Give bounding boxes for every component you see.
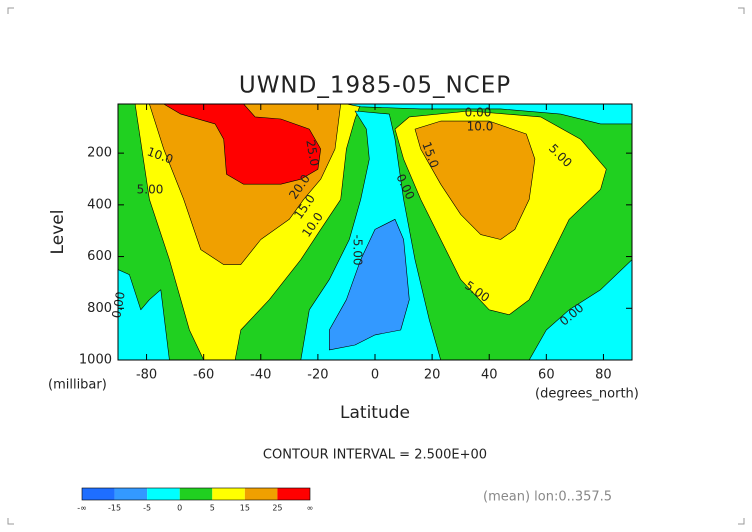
x-tick-label: 40 <box>481 368 498 383</box>
x-tick-label: 60 <box>538 368 555 383</box>
y-tick-label: 600 <box>87 249 112 264</box>
contour-region <box>346 104 632 125</box>
colorbar-box <box>244 488 278 500</box>
contour-label: 25.0 <box>303 139 321 168</box>
contour-label: 5.00 <box>137 183 164 197</box>
contour-label: 10.0 <box>467 120 494 134</box>
y-tick-label: 800 <box>87 301 112 316</box>
colorbar-box <box>82 488 115 500</box>
chart-title: UWND_1985-05_NCEP <box>239 73 511 99</box>
x-tick-label: 20 <box>424 368 441 383</box>
footer-note: (mean) lon:0..357.5 <box>483 490 612 505</box>
colorbar-label: 15 <box>240 504 250 513</box>
colorbar-frame <box>81 487 311 501</box>
contour-label: 0.00 <box>465 106 492 120</box>
x-tick-label: -60 <box>193 368 214 383</box>
colorbar-label: ∞ <box>307 504 314 513</box>
x-tick-label: -80 <box>136 368 157 383</box>
contour-interval: CONTOUR INTERVAL = 2.500E+00 <box>263 448 487 463</box>
contour-region <box>414 120 536 240</box>
contour-label: 0.00 <box>109 291 127 320</box>
x-tick-label: -40 <box>250 368 271 383</box>
colorbar-box <box>277 488 310 500</box>
colorbar-label: -∞ <box>77 504 87 513</box>
x-tick-label: -20 <box>307 368 328 383</box>
x-axis-label: Latitude <box>340 403 410 423</box>
x-tick-label: 0 <box>371 368 379 383</box>
contour-label: -5.00 <box>351 234 365 265</box>
colorbar-label: 0 <box>177 504 182 513</box>
contour-region <box>118 269 170 360</box>
x-unit: (degrees_north) <box>535 387 639 402</box>
contour-region <box>163 104 322 185</box>
colorbar-box <box>147 488 180 500</box>
colorbar-label: -15 <box>108 504 121 513</box>
colorbar-box <box>212 488 245 500</box>
colorbar-box <box>179 488 213 500</box>
y-tick-label: 200 <box>87 146 112 161</box>
colorbar-box <box>114 488 148 500</box>
y-tick-label: 1000 <box>79 353 112 368</box>
page-corners <box>7 7 745 525</box>
colorbar-label: 25 <box>272 504 282 513</box>
contour-region <box>328 219 410 351</box>
x-tick-label: 80 <box>595 368 612 383</box>
y-tick-label: 400 <box>87 197 112 212</box>
colorbar-label: 5 <box>210 504 215 513</box>
y-axis-label: Level <box>48 210 68 255</box>
y-unit: (millibar) <box>48 378 107 393</box>
contour-region <box>528 259 632 360</box>
colorbar-label: -5 <box>143 504 151 513</box>
